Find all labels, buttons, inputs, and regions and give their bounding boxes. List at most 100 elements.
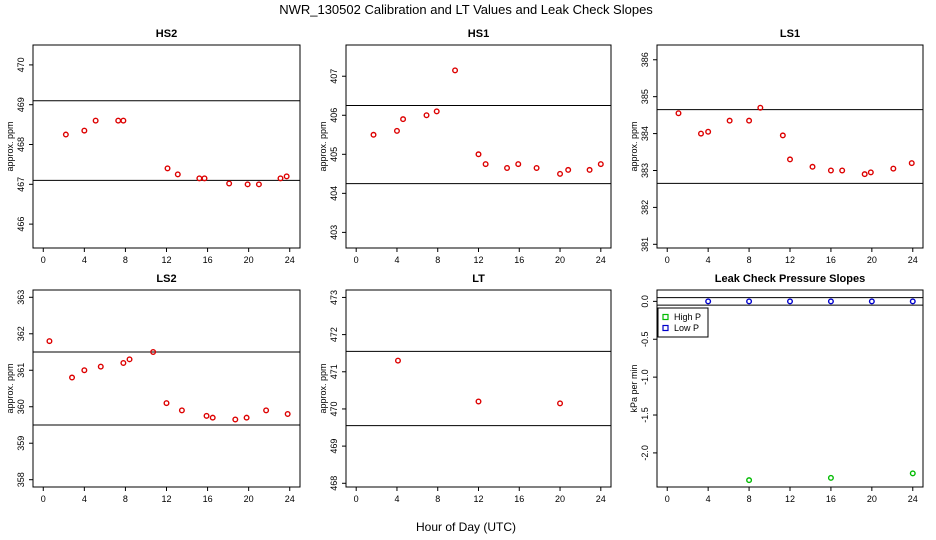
y-axis-label: approx. ppm — [318, 121, 328, 171]
x-tick-label: 24 — [908, 255, 918, 265]
data-point-low-p — [827, 298, 834, 305]
y-tick-label: 385 — [640, 89, 650, 104]
panel-title: LS1 — [780, 28, 800, 40]
y-tick-label: 359 — [16, 436, 26, 451]
data-point-hs1 — [482, 161, 489, 168]
data-point-low-p — [868, 298, 875, 305]
y-tick-label: -1.0 — [640, 369, 650, 385]
data-point-hs1 — [515, 161, 522, 168]
data-point-low-p — [705, 298, 712, 305]
y-tick-label: -0.5 — [640, 331, 650, 347]
x-tick-label: 24 — [908, 494, 918, 504]
data-point-ls2 — [178, 407, 185, 414]
y-tick-label: 469 — [329, 439, 339, 454]
data-point-hs1 — [393, 127, 400, 134]
data-point-ls2 — [209, 414, 216, 421]
panel-title: Leak Check Pressure Slopes — [715, 273, 865, 285]
y-tick-label: 0.0 — [640, 295, 650, 308]
data-point-hs2 — [92, 117, 99, 124]
data-point-ls2 — [203, 412, 210, 419]
x-tick-label: 8 — [123, 255, 128, 265]
y-tick-label: 467 — [16, 177, 26, 192]
data-point-hs1 — [433, 108, 440, 115]
x-tick-label: 16 — [826, 255, 836, 265]
y-tick-label: 386 — [640, 52, 650, 67]
data-point-low-p — [746, 298, 753, 305]
data-point-lt — [475, 398, 482, 405]
x-tick-label: 4 — [706, 494, 711, 504]
x-tick-label: 24 — [285, 494, 295, 504]
data-point-ls1 — [757, 104, 764, 111]
x-tick-label: 0 — [665, 494, 670, 504]
x-tick-label: 24 — [596, 255, 606, 265]
x-tick-label: 8 — [123, 494, 128, 504]
y-tick-label: 472 — [329, 327, 339, 342]
x-tick-label: 12 — [473, 494, 483, 504]
data-point-lt — [557, 400, 564, 407]
panel-ls1: LS1 0 4 8 12 16 20 24 381 382 383 384 385 386 approx. … — [629, 28, 924, 265]
data-point-hs2 — [255, 181, 262, 188]
data-point-hs2 — [283, 173, 290, 180]
data-point-hs2 — [164, 165, 171, 172]
x-tick-label: 20 — [555, 494, 565, 504]
data-point-ls1 — [746, 117, 753, 124]
y-tick-label: 405 — [329, 147, 339, 162]
data-point-hs1 — [370, 131, 377, 138]
plot-frame — [345, 44, 612, 249]
data-point-low-p — [787, 298, 794, 305]
y-tick-label: 383 — [640, 163, 650, 178]
data-point-ls1 — [890, 165, 897, 172]
x-tick-label: 0 — [354, 494, 359, 504]
data-point-hs1 — [452, 67, 459, 74]
data-point-hs1 — [597, 161, 604, 168]
data-point-lt — [394, 357, 401, 364]
data-point-ls1 — [787, 156, 794, 163]
data-point-ls1 — [908, 160, 915, 167]
x-tick-label: 8 — [747, 494, 752, 504]
panel-lt: LT 0 4 8 12 16 20 24 468 469 470 471 472 473 approx. p… — [318, 273, 612, 504]
data-point-hs1 — [423, 112, 430, 119]
data-point-ls2 — [263, 407, 270, 414]
x-tick-label: 4 — [82, 494, 87, 504]
x-tick-label: 12 — [785, 255, 795, 265]
x-tick-label: 8 — [747, 255, 752, 265]
y-tick-label: 406 — [329, 108, 339, 123]
x-tick-label: 12 — [161, 494, 171, 504]
data-point-hs1 — [475, 151, 482, 158]
y-tick-label: 468 — [16, 137, 26, 152]
x-tick-label: 20 — [867, 255, 877, 265]
x-tick-label: 0 — [354, 255, 359, 265]
y-axis-label: kPa per min — [629, 364, 639, 412]
data-point-ls1 — [839, 167, 846, 174]
plot-frame — [32, 44, 301, 249]
figure-title: NWR_130502 Calibration and LT Values and… — [279, 2, 653, 17]
x-tick-label: 20 — [244, 494, 254, 504]
data-point-high-p — [746, 477, 753, 484]
panel-ls2: LS2 0 4 8 12 16 20 24 358 359 360 361 362 363 approx. … — [5, 273, 301, 504]
data-point-ls1 — [809, 163, 816, 170]
x-tick-label: 16 — [203, 494, 213, 504]
y-tick-label: 381 — [640, 237, 650, 252]
data-point-hs1 — [557, 170, 564, 177]
y-axis-label: approx. ppm — [5, 121, 15, 171]
legend-label-high-p: High P — [674, 312, 701, 322]
y-axis-label: approx. ppm — [318, 363, 328, 413]
x-tick-label: 16 — [514, 494, 524, 504]
y-axis-label: approx. ppm — [629, 121, 639, 171]
panel-title: HS1 — [468, 28, 489, 40]
x-tick-label: 12 — [785, 494, 795, 504]
data-point-ls2 — [243, 414, 250, 421]
y-tick-label: -2.0 — [640, 445, 650, 461]
panel-title: LT — [472, 273, 485, 285]
legend-box — [657, 307, 709, 338]
y-tick-label: 468 — [329, 476, 339, 491]
data-point-hs2 — [115, 117, 122, 124]
y-tick-label: 407 — [329, 69, 339, 84]
data-point-ls2 — [232, 416, 239, 423]
y-tick-label: 363 — [16, 290, 26, 305]
data-point-high-p — [909, 470, 916, 477]
data-point-ls2 — [46, 338, 53, 345]
data-point-ls2 — [163, 400, 170, 407]
panel-leak-check-pressure-slopes: Leak Check Pressure Slopes 0 4 8 12 16 20 24 -2.… — [629, 273, 924, 504]
